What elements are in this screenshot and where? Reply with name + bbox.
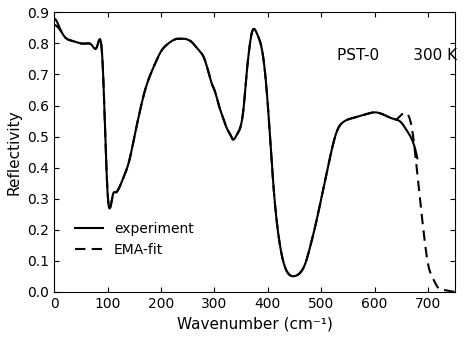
Legend: experiment, EMA-fit: experiment, EMA-fit	[69, 216, 199, 262]
Text: PST-0       300 K: PST-0 300 K	[337, 48, 457, 63]
X-axis label: Wavenumber (cm⁻¹): Wavenumber (cm⁻¹)	[177, 316, 332, 331]
Y-axis label: Reflectivity: Reflectivity	[7, 109, 22, 195]
